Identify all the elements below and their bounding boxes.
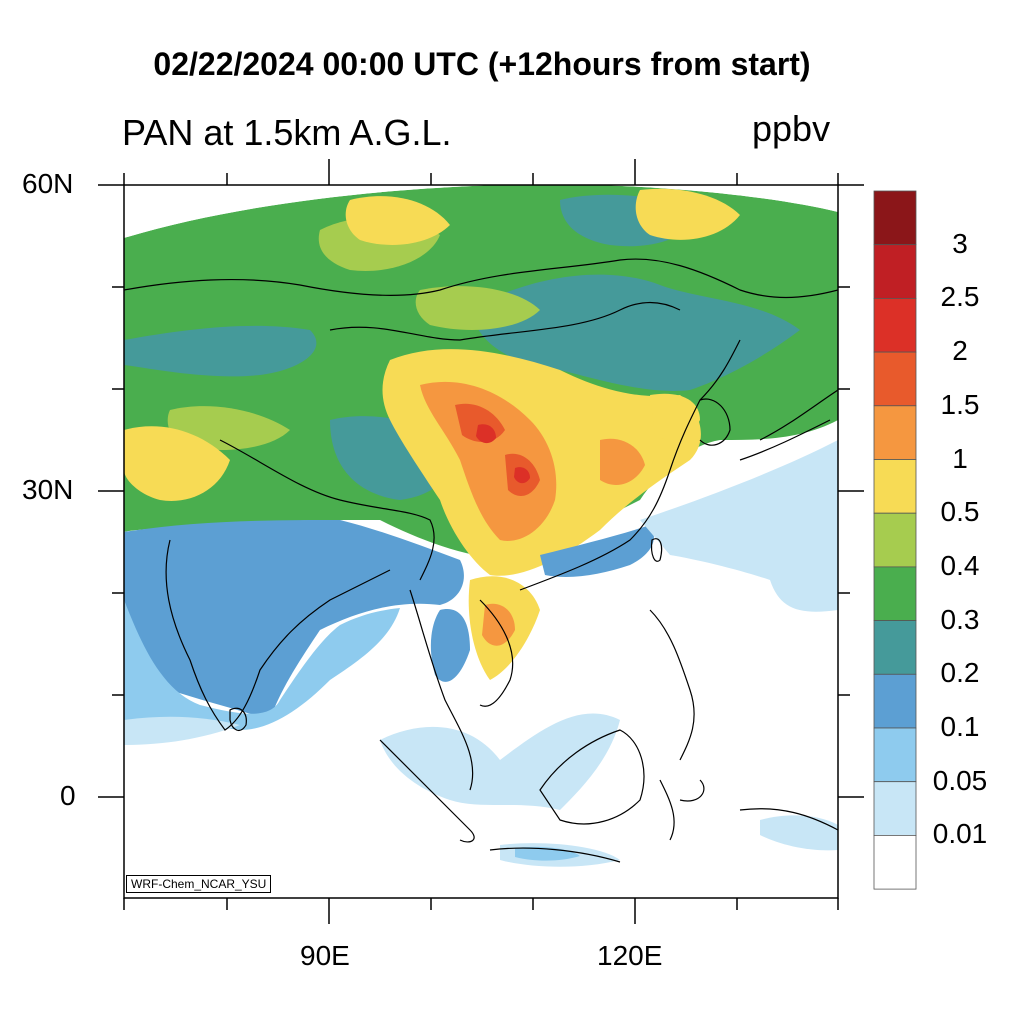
colorbar-swatch	[873, 835, 917, 890]
colorbar-label: 2	[952, 335, 968, 367]
colorbar-label: 0.01	[932, 818, 988, 850]
lon-label-90e: 90E	[300, 940, 350, 971]
colorbar-label: 1	[952, 442, 968, 474]
field-lightblue-1	[124, 600, 400, 730]
border-russia-china	[124, 258, 838, 299]
field-paleblue-maritime	[380, 713, 620, 810]
colorbar-swatch	[873, 727, 917, 783]
field-orange-east	[600, 438, 645, 485]
field-yellow-india	[124, 426, 230, 501]
colorbar-swatch	[873, 297, 917, 353]
colorbar-label: 3	[952, 227, 968, 259]
field-yellow-korea	[650, 393, 700, 440]
colorbar	[873, 190, 917, 890]
coast-java	[489, 847, 621, 863]
variable-subtitle: PAN at 1.5km A.G.L.	[122, 112, 452, 153]
axis-ticks	[98, 159, 864, 924]
colorbar-swatch	[873, 190, 917, 246]
colorbar-swatch	[873, 459, 917, 514]
colorbar-label: 1.5	[940, 388, 980, 420]
lat-label-60n: 60N	[22, 168, 74, 199]
lon-label-120e: 120E	[597, 940, 663, 971]
colorbar-swatch	[873, 781, 917, 836]
coast-sulawesi	[659, 779, 705, 841]
units-label: ppbv	[752, 108, 831, 149]
border-mongolia	[329, 301, 681, 341]
field-paleblue-png	[760, 815, 838, 851]
lat-label-0: 0	[60, 780, 76, 811]
coast-philippines	[649, 609, 695, 761]
field-blue-south	[124, 520, 464, 720]
coast-china-east	[519, 339, 741, 591]
field-lightgreen-2	[415, 286, 540, 330]
colorbar-label: 2.5	[940, 281, 980, 313]
colorbar-swatch	[873, 512, 917, 568]
field-paleblue-pacific	[640, 440, 838, 612]
field-orange-south	[482, 603, 515, 646]
plot-frame	[123, 184, 839, 899]
lat-label-30n: 30N	[22, 474, 74, 505]
coast-sumatra	[379, 739, 475, 843]
colorbar-swatch	[873, 673, 917, 729]
field-teal-west	[124, 325, 317, 377]
border-china-india	[219, 439, 435, 581]
pan-concentration-field	[124, 185, 838, 898]
field-orange-core	[420, 381, 557, 541]
coast-borneo	[539, 729, 645, 825]
field-teal-mongolia	[470, 274, 800, 391]
colorbar-label: 0.4	[940, 549, 980, 581]
field-blue-indochina	[430, 609, 470, 682]
coast-korea	[699, 398, 731, 446]
colorbar-swatch	[873, 244, 917, 299]
coast-taiwan	[650, 538, 663, 562]
coastlines-borders	[124, 258, 838, 863]
coast-japan	[739, 389, 838, 461]
colorbar-label: 0.05	[932, 764, 988, 796]
field-yellow-nw	[635, 188, 740, 240]
colorbar-label: 0.5	[940, 496, 980, 528]
coast-sri-lanka	[229, 707, 247, 732]
coast-indochina	[409, 589, 514, 791]
colorbar-swatch	[873, 620, 917, 675]
colorbar-label: 0.1	[940, 711, 980, 742]
projection-edge-mask	[124, 185, 838, 238]
colorbar-label: 0.3	[940, 603, 980, 635]
colorbar-swatch	[873, 351, 917, 407]
colorbar-label: 0.2	[940, 657, 980, 689]
field-paleblue-sea	[124, 716, 240, 745]
field-yellow-north	[345, 196, 450, 245]
coast-png	[739, 808, 838, 831]
field-red-2	[514, 467, 530, 484]
map-title: 02/22/2024 00:00 UTC (+12hours from star…	[153, 46, 811, 82]
field-red-1	[476, 424, 496, 444]
colorbar-swatch	[873, 566, 917, 622]
model-credit: WRF-Chem_NCAR_YSU	[126, 875, 272, 893]
colorbar-swatch	[873, 405, 917, 460]
field-blue-china-se	[540, 525, 654, 577]
